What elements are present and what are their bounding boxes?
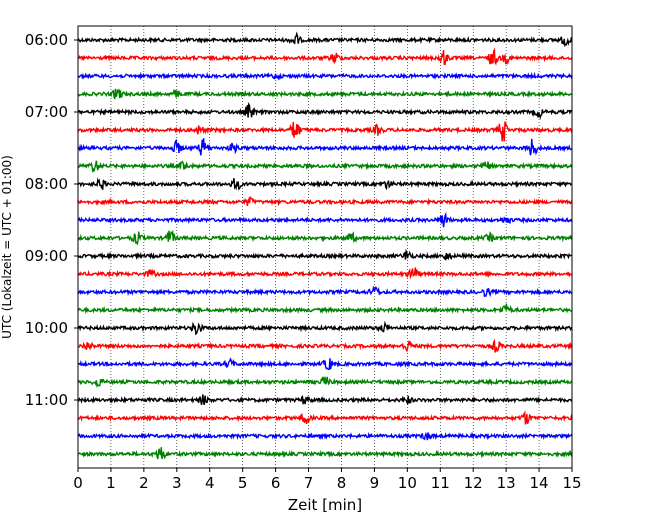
y-axis-label: UTC (Lokalzeit = UTC + 01:00) <box>0 155 14 339</box>
trace-0945 <box>78 303 573 315</box>
x-tick-label: 8 <box>337 474 347 492</box>
trace-1115 <box>77 410 573 425</box>
trace-1045 <box>77 376 573 388</box>
x-tick-label: 1 <box>106 474 116 492</box>
trace-0815 <box>77 195 573 207</box>
x-tick-label: 12 <box>464 474 483 492</box>
x-tick-label: 6 <box>271 474 281 492</box>
trace-0830 <box>77 211 573 228</box>
y-tick-label: 07:00 <box>25 103 68 121</box>
x-tick-label: 5 <box>238 474 248 492</box>
trace-1030 <box>77 357 573 371</box>
y-tick-label: 09:00 <box>25 247 68 265</box>
trace-0915 <box>77 267 573 280</box>
trace-1000 <box>77 320 573 336</box>
y-axis-ticks: 06:00 07:00 08:00 09:00 10:00 11:00 <box>25 31 78 409</box>
x-tick-label: 10 <box>398 474 417 492</box>
trace-0630 <box>77 71 573 81</box>
trace-0845 <box>77 229 573 246</box>
plot-frame <box>77 25 573 469</box>
x-tick-label: 4 <box>205 474 215 492</box>
trace-0745 <box>77 160 573 173</box>
x-tick-label: 9 <box>370 474 380 492</box>
trace-group <box>77 31 573 460</box>
x-tick-label: 0 <box>73 474 83 492</box>
x-tick-label: 7 <box>304 474 314 492</box>
y-tick-label: 08:00 <box>25 175 68 193</box>
trace-0930 <box>77 286 573 298</box>
x-axis-ticks: 0 1 2 3 4 5 6 7 8 9 10 11 12 13 14 15 <box>73 468 582 492</box>
trace-0600 <box>77 31 573 48</box>
trace-0900 <box>77 248 573 261</box>
trace-0730 <box>77 138 573 156</box>
trace-0800 <box>77 177 573 191</box>
x-tick-label: 11 <box>431 474 450 492</box>
trace-0700 <box>77 101 573 120</box>
x-axis-label: Zeit [min] <box>288 496 362 514</box>
x-tick-label: 3 <box>172 474 182 492</box>
x-tick-label: 15 <box>562 474 581 492</box>
x-tick-label: 2 <box>139 474 149 492</box>
x-tick-label: 14 <box>530 474 549 492</box>
trace-0615 <box>77 47 573 66</box>
y-tick-label: 11:00 <box>25 391 68 409</box>
y-tick-label: 10:00 <box>25 319 68 337</box>
y-tick-label: 06:00 <box>25 31 68 49</box>
trace-0645 <box>77 88 573 100</box>
trace-1100 <box>77 394 573 406</box>
trace-0715 <box>77 121 573 142</box>
trace-1130 <box>77 431 573 441</box>
trace-1015 <box>77 338 573 353</box>
x-tick-label: 13 <box>497 474 516 492</box>
trace-1145 <box>77 447 573 460</box>
